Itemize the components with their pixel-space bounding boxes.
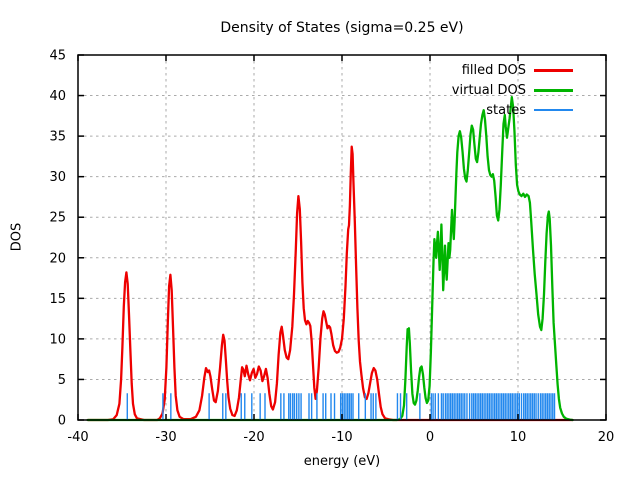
legend: filled DOS virtual DOS states xyxy=(452,60,573,120)
y-tick-label: 45 xyxy=(49,49,66,64)
y-tick-label: 20 xyxy=(49,251,66,266)
legend-line-sample xyxy=(534,88,573,92)
x-tick-label: -10 xyxy=(331,430,352,445)
y-tick-label: 40 xyxy=(49,89,66,104)
legend-line-sample xyxy=(534,109,573,111)
x-tick-label: 0 xyxy=(426,430,434,445)
y-tick-label: 35 xyxy=(49,130,66,145)
curve-filled-dos xyxy=(86,145,574,422)
legend-label: virtual DOS xyxy=(451,82,526,98)
legend-label: states xyxy=(486,102,526,118)
x-tick-label: -40 xyxy=(67,430,88,445)
y-tick-label: 25 xyxy=(49,211,66,226)
legend-item-states: states xyxy=(452,100,573,120)
y-axis-title: DOS xyxy=(9,222,25,252)
legend-label: filled DOS xyxy=(461,62,526,78)
legend-line-sample xyxy=(534,68,573,72)
legend-item-filled-dos: filled DOS xyxy=(452,60,573,80)
y-tick-label: 0 xyxy=(58,414,66,429)
chart-title: Density of States (sigma=0.25 eV) xyxy=(220,20,464,36)
curve-virtual-dos xyxy=(86,96,574,422)
legend-item-virtual-dos: virtual DOS xyxy=(452,80,573,100)
y-tick-label: 5 xyxy=(58,373,66,388)
y-tick-label: 30 xyxy=(49,170,66,185)
x-tick-label: 20 xyxy=(598,430,615,445)
y-tick-label: 10 xyxy=(49,332,66,347)
x-tick-label: -30 xyxy=(155,430,176,445)
x-tick-label: 10 xyxy=(510,430,527,445)
x-axis-title: energy (eV) xyxy=(303,454,381,469)
x-tick-label: -20 xyxy=(243,430,264,445)
y-tick-label: 15 xyxy=(49,292,66,307)
